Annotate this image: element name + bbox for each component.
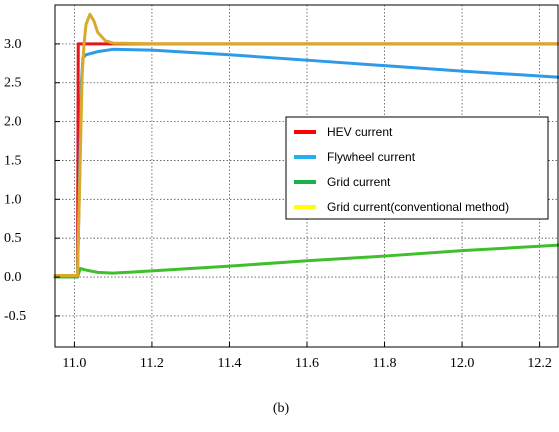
y-axis-ticks: 3.0 2.5 2.0 1.5 1.0 0.5 0.0 -0.5 bbox=[4, 37, 60, 324]
y-tick-label: 2.5 bbox=[4, 76, 22, 91]
y-tick-label: 3.0 bbox=[4, 37, 22, 52]
legend-label: Flywheel current bbox=[327, 150, 416, 164]
x-tick-label: 11.4 bbox=[217, 356, 241, 371]
x-tick-label: 12.0 bbox=[450, 356, 475, 371]
y-tick-label: -0.5 bbox=[4, 309, 26, 324]
series-line-grid-current bbox=[53, 243, 559, 279]
legend: HEV current Flywheel current Grid current G… bbox=[285, 116, 549, 220]
x-tick-label: 12.2 bbox=[527, 356, 552, 371]
y-tick-label: 0.5 bbox=[4, 231, 22, 246]
legend-label: Grid current bbox=[327, 175, 391, 189]
legend-box bbox=[285, 116, 549, 220]
legend-label: Grid current(conventional method) bbox=[327, 200, 509, 214]
series-line-grid-current-conventional-method bbox=[53, 12, 559, 277]
x-tick-label: 11.6 bbox=[295, 356, 319, 371]
x-tick-label: 11.8 bbox=[373, 356, 397, 371]
x-tick-label: 11.2 bbox=[140, 356, 164, 371]
y-tick-label: 2.0 bbox=[4, 115, 22, 130]
figure-caption: (b) bbox=[273, 401, 290, 416]
x-axis-ticks: 11.0 11.2 11.4 11.6 11.8 12.0 12.2 bbox=[62, 342, 552, 371]
y-tick-label: 1.5 bbox=[4, 153, 22, 168]
y-tick-label: 0.0 bbox=[4, 270, 22, 285]
legend-label: HEV current bbox=[327, 125, 393, 139]
y-tick-label: 1.0 bbox=[4, 192, 22, 207]
series-lines bbox=[53, 12, 559, 279]
x-tick-label: 11.0 bbox=[62, 356, 86, 371]
